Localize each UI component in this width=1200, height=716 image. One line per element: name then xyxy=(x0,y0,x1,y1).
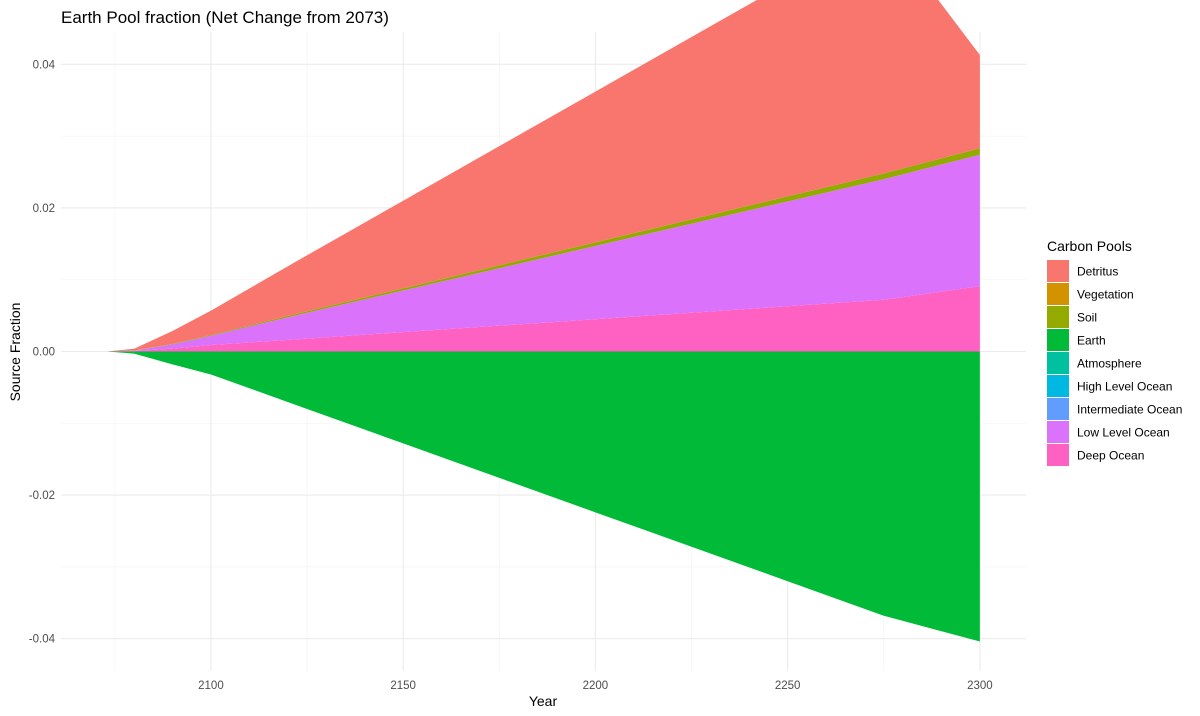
legend-key-vegetation xyxy=(1047,283,1069,305)
x-tick-label: 2300 xyxy=(967,680,993,692)
legend-label-intermediate-ocean: Intermediate Ocean xyxy=(1077,403,1182,417)
legend: Carbon Pools Detritus Vegetation Soil Earth… xyxy=(1047,238,1182,466)
area-earth xyxy=(107,351,980,642)
y-tick-label: 0.02 xyxy=(33,203,55,215)
legend-title: Carbon Pools xyxy=(1047,238,1132,254)
legend-key-deep-ocean xyxy=(1047,444,1069,466)
legend-key-low-level-ocean xyxy=(1047,421,1069,443)
chart-title: Earth Pool fraction (Net Change from 207… xyxy=(61,8,389,27)
y-tick-label: -0.04 xyxy=(29,634,56,646)
legend-label-earth: Earth xyxy=(1077,334,1106,348)
x-tick-label: 2250 xyxy=(775,680,801,692)
legend-key-detritus xyxy=(1047,260,1069,282)
legend-label-low-level-ocean: Low Level Ocean xyxy=(1077,426,1170,440)
legend-key-intermediate-ocean xyxy=(1047,398,1069,420)
area-detritus xyxy=(107,0,980,352)
legend-label-soil: Soil xyxy=(1077,311,1097,325)
x-axis-ticks: 2100 2150 2200 2250 2300 xyxy=(198,680,993,692)
legend-key-high-level-ocean xyxy=(1047,375,1069,397)
legend-label-deep-ocean: Deep Ocean xyxy=(1077,449,1144,463)
area-deep-ocean xyxy=(107,286,980,352)
legend-label-vegetation: Vegetation xyxy=(1077,288,1134,302)
y-tick-label: 0.00 xyxy=(33,347,55,359)
legend-key-earth xyxy=(1047,329,1069,351)
legend-label-detritus: Detritus xyxy=(1077,265,1118,279)
legend-key-soil xyxy=(1047,306,1069,328)
y-tick-label: -0.02 xyxy=(29,490,55,502)
area-series xyxy=(107,0,980,642)
x-axis-title: Year xyxy=(529,693,558,709)
x-tick-label: 2200 xyxy=(583,680,609,692)
y-axis-title: Source Fraction xyxy=(7,303,23,402)
legend-label-high-level-ocean: High Level Ocean xyxy=(1077,380,1172,394)
x-tick-label: 2150 xyxy=(390,680,416,692)
legend-key-atmosphere xyxy=(1047,352,1069,374)
y-tick-label: 0.04 xyxy=(33,59,56,71)
x-tick-label: 2100 xyxy=(198,680,224,692)
legend-label-atmosphere: Atmosphere xyxy=(1077,357,1142,371)
area-low-level-ocean xyxy=(107,154,980,352)
y-axis-ticks: -0.04 -0.02 0.00 0.02 0.04 xyxy=(29,59,56,645)
